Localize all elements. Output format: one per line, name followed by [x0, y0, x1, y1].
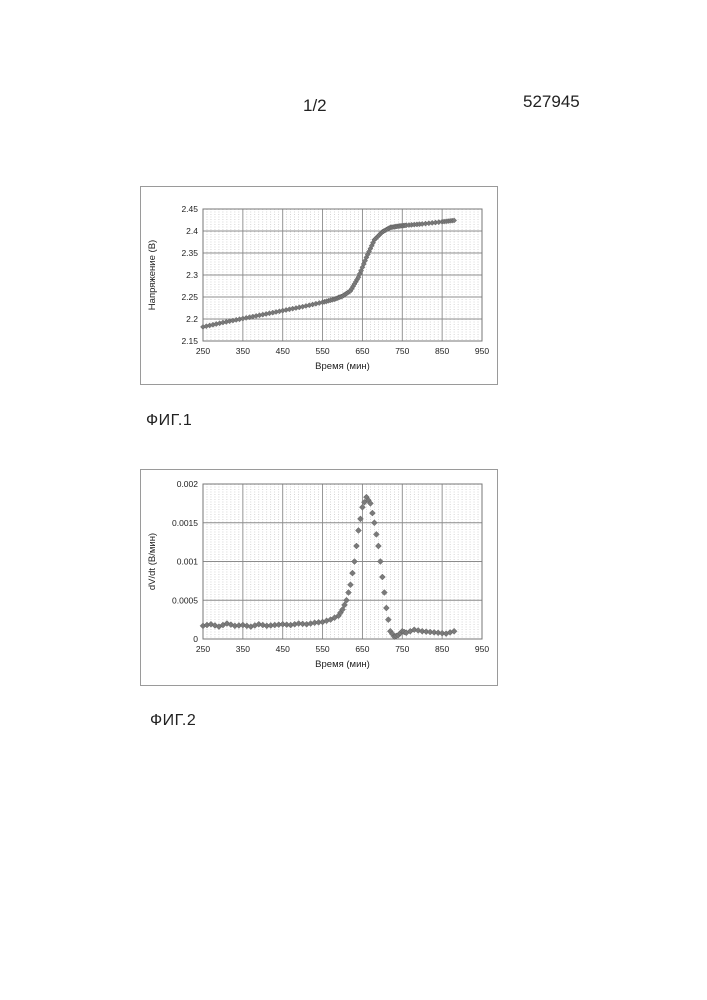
x-tick-label: 850 — [435, 644, 449, 654]
x-tick-label: 750 — [395, 644, 409, 654]
y-tick-label: 0.002 — [177, 479, 199, 489]
x-tick-label: 550 — [315, 346, 329, 356]
x-tick-label: 550 — [315, 644, 329, 654]
data-point — [347, 582, 353, 588]
data-point — [371, 520, 377, 526]
x-tick-label: 450 — [276, 346, 290, 356]
x-tick-label: 850 — [435, 346, 449, 356]
x-tick-label: 950 — [475, 644, 489, 654]
chart-2: 250 350 450 550 650 750 850 950 0 0.0005 0.001 0.00… — [140, 469, 498, 686]
y-tick-label: 2.4 — [186, 226, 198, 236]
data-point — [349, 570, 355, 576]
y-tick-label: 2.45 — [181, 204, 198, 214]
figure-2-label: ФИГ.2 — [150, 712, 196, 730]
y-tick-label: 2.2 — [186, 314, 198, 324]
chart-1: 250 350 450 550 650 750 850 950 2.15 2.2 2.25 2.3 2.… — [140, 186, 498, 385]
x-tick-label: 250 — [196, 644, 210, 654]
x-tick-label: 650 — [355, 346, 369, 356]
x-tick-label: 350 — [236, 644, 250, 654]
data-point — [353, 543, 359, 549]
chart-2-svg: 250 350 450 550 650 750 850 950 0 0.0005 0.001 0.00… — [141, 470, 497, 685]
figure-1-label: ФИГ.1 — [146, 412, 192, 430]
x-tick-label: 750 — [395, 346, 409, 356]
chart-1-svg: 250 350 450 550 650 750 850 950 2.15 2.2 2.25 2.3 2.… — [141, 187, 497, 384]
y-axis-label: Напряжение (В) — [147, 240, 158, 310]
y-tick-label: 2.15 — [181, 336, 198, 346]
y-tick-label: 0.001 — [177, 557, 199, 567]
y-tick-label: 2.25 — [181, 292, 198, 302]
x-axis-label: Время (мин) — [315, 361, 370, 372]
y-tick-label: 0 — [193, 634, 198, 644]
x-axis-label: Время (мин) — [315, 659, 370, 670]
data-point — [383, 605, 389, 611]
y-tick-label: 2.35 — [181, 248, 198, 258]
x-tick-label: 650 — [355, 644, 369, 654]
data-point — [355, 528, 361, 534]
x-tick-label: 450 — [276, 644, 290, 654]
x-tick-label: 350 — [236, 346, 250, 356]
data-point — [351, 559, 357, 565]
page-number: 1/2 — [303, 96, 327, 116]
document-number: 527945 — [523, 92, 580, 112]
data-point — [375, 543, 381, 549]
data-point — [379, 574, 385, 580]
y-tick-label: 0.0015 — [172, 518, 198, 528]
x-tick-label: 250 — [196, 346, 210, 356]
y-tick-label: 0.0005 — [172, 595, 198, 605]
data-point — [369, 510, 375, 516]
y-tick-label: 2.3 — [186, 270, 198, 280]
x-tick-label: 950 — [475, 346, 489, 356]
y-axis-label: dV/dt (В/мин) — [147, 533, 158, 590]
